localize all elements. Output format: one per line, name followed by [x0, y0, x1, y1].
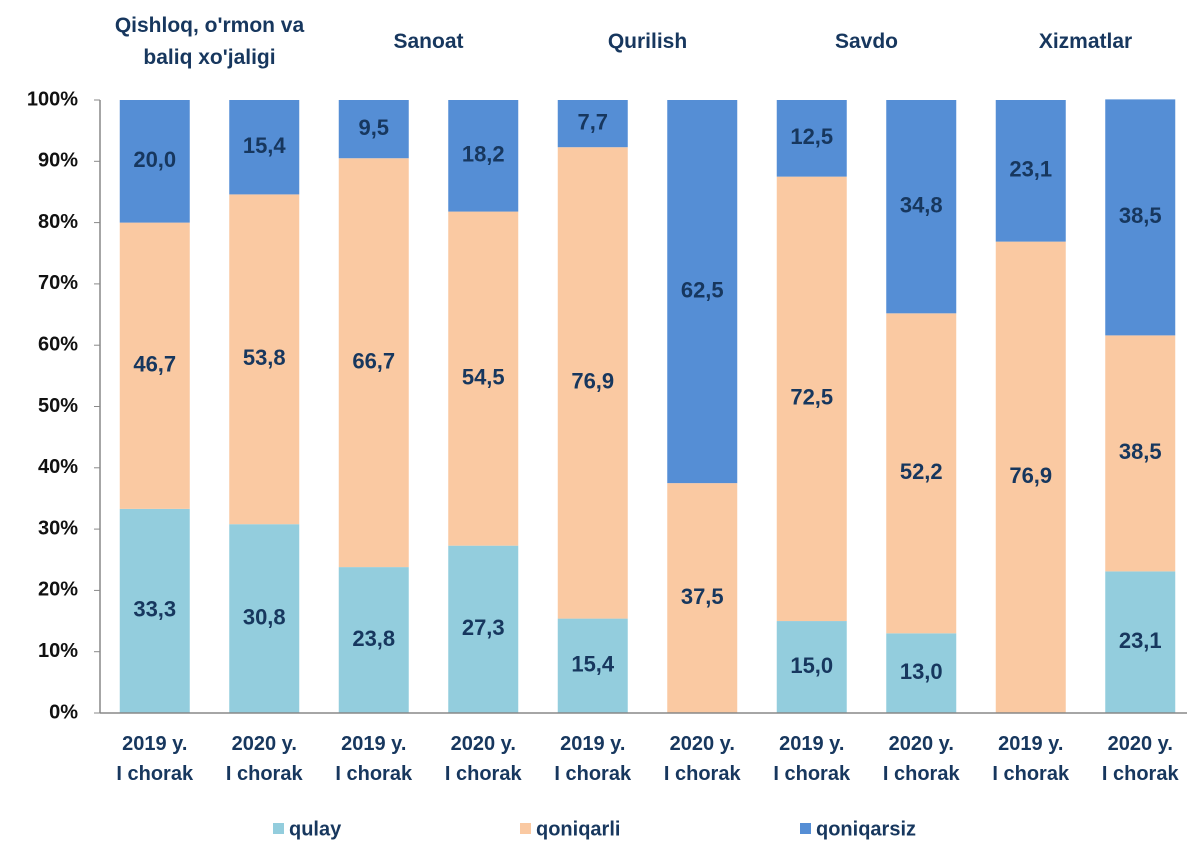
x-tick-label: 2019 y. I chorak [116, 733, 194, 785]
data-label: 46,7 [133, 352, 176, 377]
group-title: Savdo [834, 30, 899, 53]
bar-segment [448, 545, 519, 713]
legend-label: qoniqarli [536, 818, 620, 840]
bar-segment [886, 633, 957, 713]
bar-segment [1105, 99, 1176, 336]
data-label: 23,1 [1119, 628, 1162, 653]
data-label: 27,3 [462, 615, 505, 640]
bar-segment [557, 100, 628, 148]
data-label: 53,8 [243, 345, 286, 370]
data-label: 23,8 [352, 626, 395, 651]
bar-segment [995, 100, 1066, 242]
y-tick-label: 30% [38, 517, 78, 539]
data-label: 76,9 [1009, 463, 1052, 488]
legend-swatch [520, 823, 531, 834]
data-label: 33,3 [133, 597, 176, 622]
bar-segment [229, 524, 300, 713]
bar-segment [119, 100, 190, 223]
data-label: 62,5 [681, 277, 724, 302]
data-label: 66,7 [352, 348, 395, 373]
data-label: 20,0 [133, 147, 176, 172]
bar-segment [776, 100, 847, 177]
x-tick-label: 2019 y. I chorak [773, 733, 851, 785]
group-title-box: Qurilish [607, 30, 688, 53]
data-label: 54,5 [462, 364, 505, 389]
y-tick-label: 0% [49, 701, 78, 723]
data-label: 7,7 [577, 109, 608, 134]
bar-segment [119, 222, 190, 509]
bar-segment [338, 158, 409, 568]
bar-segment [119, 508, 190, 713]
bar-segment [667, 100, 738, 484]
data-label: 34,8 [900, 192, 943, 217]
data-label: 52,2 [900, 459, 943, 484]
bar-segment [886, 100, 957, 314]
bar-segment [667, 483, 738, 713]
bar-segment [229, 194, 300, 525]
bar-segment [995, 241, 1066, 713]
group-title-box: Savdo [834, 30, 899, 53]
legend-swatch [800, 823, 811, 834]
data-label: 15,4 [243, 133, 287, 158]
bar-segment [557, 147, 628, 619]
bar-segment [776, 176, 847, 622]
bar-segment [886, 313, 957, 634]
group-title: Sanoat [393, 30, 464, 53]
group-title: Qishloq, o'rmon va baliq xo'jaligi [114, 14, 305, 69]
x-tick-label: 2019 y. I chorak [554, 733, 632, 785]
bar-segment [557, 618, 628, 713]
data-label: 9,5 [358, 115, 389, 140]
bar-segment [338, 100, 409, 159]
bar-segment [1105, 335, 1176, 572]
data-label: 13,0 [900, 659, 943, 684]
bar-segment [229, 100, 300, 195]
legend-label: qoniqarsiz [816, 818, 916, 840]
y-tick-label: 70% [38, 272, 78, 294]
x-tick-label: 2020 y. I chorak [1102, 733, 1180, 785]
data-label: 37,5 [681, 584, 724, 609]
y-tick-label: 40% [38, 456, 78, 478]
bar-segment [1105, 571, 1176, 713]
y-tick-label: 90% [38, 150, 78, 172]
group-title: Qurilish [607, 30, 688, 53]
group-title-box: Sanoat [393, 30, 464, 53]
group-title: Xizmatlar [1038, 30, 1133, 53]
y-tick-label: 50% [38, 395, 78, 417]
group-title-box: Xizmatlar [1038, 30, 1133, 53]
x-tick-label: 2020 y. I chorak [883, 733, 961, 785]
x-tick-label: 2020 y. I chorak [226, 733, 304, 785]
data-label: 72,5 [790, 385, 833, 410]
data-label: 12,5 [790, 124, 833, 149]
legend-swatch [273, 823, 284, 834]
x-tick-label: 2019 y. I chorak [335, 733, 413, 785]
y-tick-label: 60% [38, 333, 78, 355]
data-label: 15,0 [790, 653, 833, 678]
data-label: 30,8 [243, 604, 286, 629]
data-label: 23,1 [1009, 157, 1052, 182]
y-tick-label: 10% [38, 640, 78, 662]
data-label: 15,4 [571, 652, 615, 677]
y-tick-label: 80% [38, 211, 78, 233]
bar-segment [448, 211, 519, 546]
data-label: 18,2 [462, 142, 505, 167]
x-tick-label: 2020 y. I chorak [664, 733, 742, 785]
data-label: 38,5 [1119, 439, 1162, 464]
bar-segment [338, 567, 409, 713]
x-tick-label: 2019 y. I chorak [992, 733, 1070, 785]
data-label: 76,9 [571, 369, 614, 394]
group-title-box: Qishloq, o'rmon va baliq xo'jaligi [114, 14, 305, 69]
bar-segment [776, 621, 847, 713]
y-tick-label: 100% [27, 88, 78, 110]
legend-label: qulay [289, 818, 342, 840]
bar-segment [448, 100, 519, 212]
y-tick-label: 20% [38, 579, 78, 601]
data-label: 38,5 [1119, 203, 1162, 228]
x-tick-label: 2020 y. I chorak [445, 733, 523, 785]
